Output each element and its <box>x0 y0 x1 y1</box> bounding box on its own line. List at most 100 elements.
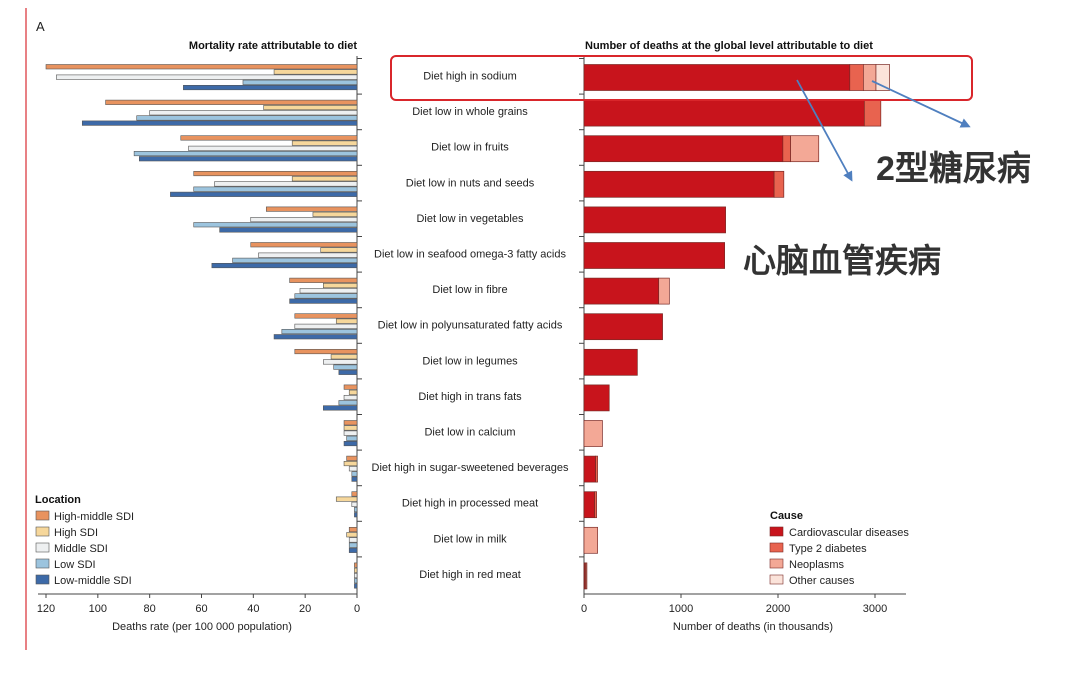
bar-cardiovascular-diseases-diet-low-in-legumes <box>583 348 638 376</box>
bar-middle-sdi-diet-high-in-sodium <box>56 74 358 80</box>
bar-low-sdi-diet-low-in-legumes <box>333 364 358 370</box>
bar-low-middle-sdi-diet-high-in-sodium <box>183 85 358 91</box>
bar-cardiovascular-diseases-diet-low-in-seafood-omega-3-fatty-acids <box>583 242 725 269</box>
bar-high-middle-sdi-diet-low-in-nuts-and-seeds <box>193 171 358 177</box>
bar-middle-sdi-diet-low-in-vegetables <box>250 217 358 223</box>
bar-high-middle-sdi-diet-low-in-legumes <box>294 348 358 355</box>
right-x-axis-label: Number of deaths (in thousands) <box>673 621 833 633</box>
bar-high-sdi-diet-low-in-milk <box>346 532 358 538</box>
bar-middle-sdi-diet-high-in-red-meat <box>354 572 358 579</box>
bar-type-2-diabetes-diet-high-in-processed-meat <box>594 491 597 519</box>
arrow-to-cardiovascular <box>796 79 853 182</box>
category-label-diet-low-in-milk: Diet low in milk <box>433 533 507 545</box>
left-x-tick-label: 40 <box>247 603 259 615</box>
bar-high-middle-sdi-diet-low-in-vegetables <box>265 206 358 212</box>
left-x-tick-label: 100 <box>89 603 107 615</box>
bar-cardiovascular-diseases-diet-high-in-trans-fats <box>583 384 610 412</box>
bar-high-sdi-diet-low-in-legumes <box>330 354 358 360</box>
category-label-diet-high-in-processed-meat: Diet high in processed meat <box>402 498 538 510</box>
bar-middle-sdi-diet-low-in-fruits <box>188 145 358 151</box>
bar-low-sdi-diet-low-in-milk <box>348 542 358 548</box>
category-label-diet-low-in-whole-grains: Diet low in whole grains <box>412 106 528 118</box>
right-x-tick-label: 1000 <box>669 603 693 615</box>
bar-low-sdi-diet-low-in-calcium <box>346 435 358 441</box>
legend-label-type-2-diabetes: Type 2 diabetes <box>789 543 867 555</box>
bar-neoplasms-diet-low-in-fruits <box>790 135 820 163</box>
bar-low-middle-sdi-diet-low-in-polyunsaturated-fatty-acids <box>273 334 358 340</box>
bar-middle-sdi-diet-low-in-milk <box>348 537 358 543</box>
bar-middle-sdi-diet-low-in-calcium <box>343 430 358 436</box>
bar-high-middle-sdi-diet-low-in-fibre <box>289 277 358 283</box>
legend-label-other-causes: Other causes <box>789 575 855 587</box>
legend-swatch-cardiovascular-diseases <box>769 526 784 537</box>
left-x-axis-label: Deaths rate (per 100 000 population) <box>112 621 292 633</box>
bar-low-middle-sdi-diet-low-in-milk <box>348 547 358 553</box>
right-bar-chart: 0 1000 2000 3000 <box>579 56 906 615</box>
bar-cardiovascular-diseases-diet-low-in-nuts-and-seeds <box>583 170 775 198</box>
legend-label-high-middle-sdi: High-middle SDI <box>54 511 134 523</box>
bar-type-2-diabetes-diet-low-in-nuts-and-seeds <box>773 170 785 198</box>
bar-cardiovascular-diseases-diet-low-in-whole-grains <box>583 99 865 127</box>
bar-low-sdi-diet-high-in-red-meat <box>354 578 358 584</box>
left-x-tick-label: 120 <box>37 603 55 615</box>
bar-type-2-diabetes-diet-low-in-fruits <box>782 135 791 163</box>
right-x-tick-label: 0 <box>581 603 587 615</box>
legend-label-high-sdi: High SDI <box>54 527 98 539</box>
bar-high-middle-sdi-diet-low-in-seafood-omega-3-fatty-acids <box>250 242 358 248</box>
bar-high-middle-sdi-diet-low-in-whole-grains <box>105 99 358 105</box>
left-x-tick-label: 0 <box>354 603 360 615</box>
bar-high-middle-sdi-diet-low-in-calcium <box>343 420 358 426</box>
legend-swatch-middle-sdi <box>35 542 50 553</box>
bar-high-middle-sdi-diet-low-in-fruits <box>180 135 358 141</box>
bar-type-2-diabetes-diet-low-in-whole-grains <box>863 99 882 127</box>
bar-high-sdi-diet-low-in-seafood-omega-3-fatty-acids <box>320 247 358 253</box>
left-x-tick-label: 20 <box>299 603 311 615</box>
left-x-tick-label: 60 <box>195 603 207 615</box>
bar-low-middle-sdi-diet-high-in-sugar-sweetened-beverages <box>351 476 358 482</box>
bar-low-sdi-diet-low-in-vegetables <box>193 222 358 228</box>
bar-high-middle-sdi-diet-high-in-processed-meat <box>351 491 358 497</box>
bar-cardiovascular-diseases-diet-high-in-processed-meat <box>583 491 596 519</box>
bar-low-middle-sdi-diet-low-in-seafood-omega-3-fatty-acids <box>211 262 358 269</box>
bar-neoplasms-diet-low-in-fibre <box>658 277 670 305</box>
bar-high-middle-sdi-diet-high-in-trans-fats <box>343 384 358 390</box>
bar-low-sdi-diet-low-in-fruits <box>133 151 358 157</box>
bar-low-sdi-diet-low-in-seafood-omega-3-fatty-acids <box>232 257 358 263</box>
legend-swatch-low-sdi <box>35 558 50 569</box>
left-x-tick-label: 80 <box>144 603 156 615</box>
cause-legend-title: Cause <box>770 510 803 522</box>
annotation-type2-diabetes: 2型糖尿病 <box>876 150 1031 188</box>
location-legend: Location High-middle SDI High SDI Middle S… <box>35 494 134 587</box>
category-label-diet-high-in-sugar-sweetened-beverages: Diet high in sugar-sweetened beverages <box>372 462 569 474</box>
bar-low-middle-sdi-diet-low-in-vegetables <box>219 227 358 233</box>
cause-legend: Cause Cardiovascular diseases Type 2 diab… <box>769 510 909 587</box>
category-label-diet-low-in-fibre: Diet low in fibre <box>432 284 507 296</box>
bar-middle-sdi-diet-low-in-legumes <box>323 359 358 365</box>
right-x-tick-label: 2000 <box>766 603 790 615</box>
bar-type-2-diabetes-diet-high-in-sugar-sweetened-beverages <box>595 455 598 483</box>
arrow-to-diabetes <box>871 80 971 128</box>
bar-low-sdi-diet-low-in-fibre <box>294 293 358 299</box>
legend-swatch-low-middle-sdi <box>35 574 50 585</box>
bar-low-sdi-diet-low-in-nuts-and-seeds <box>193 186 358 192</box>
bar-high-sdi-diet-low-in-polyunsaturated-fatty-acids <box>335 318 358 324</box>
bar-high-middle-sdi-diet-high-in-sugar-sweetened-beverages <box>346 455 358 461</box>
bar-neoplasms-diet-high-in-red-meat <box>585 562 588 590</box>
bar-high-sdi-diet-high-in-sugar-sweetened-beverages <box>343 460 358 467</box>
bar-neoplasms-diet-high-in-sodium <box>863 64 877 91</box>
bar-high-middle-sdi-diet-low-in-polyunsaturated-fatty-acids <box>294 313 358 319</box>
left-bar-chart: 120 100 80 60 40 20 0 <box>37 56 362 615</box>
bar-high-sdi-diet-high-in-processed-meat <box>335 496 358 502</box>
bar-high-sdi-diet-low-in-nuts-and-seeds <box>291 176 358 182</box>
bar-low-middle-sdi-diet-low-in-whole-grains <box>81 120 358 126</box>
bar-high-sdi-diet-low-in-whole-grains <box>263 105 358 111</box>
category-label-diet-low-in-legumes: Diet low in legumes <box>422 355 518 367</box>
legend-label-low-middle-sdi: Low-middle SDI <box>54 575 132 587</box>
bar-cardiovascular-diseases-diet-high-in-sugar-sweetened-beverages <box>583 455 596 483</box>
bar-neoplasms-diet-low-in-milk <box>583 526 598 554</box>
panel-label: A <box>36 19 45 34</box>
category-label-diet-low-in-fruits: Diet low in fruits <box>431 142 509 154</box>
bar-low-sdi-diet-high-in-processed-meat <box>354 506 358 513</box>
bar-low-sdi-diet-high-in-sugar-sweetened-beverages <box>351 471 358 477</box>
bar-neoplasms-diet-low-in-calcium <box>583 420 603 447</box>
